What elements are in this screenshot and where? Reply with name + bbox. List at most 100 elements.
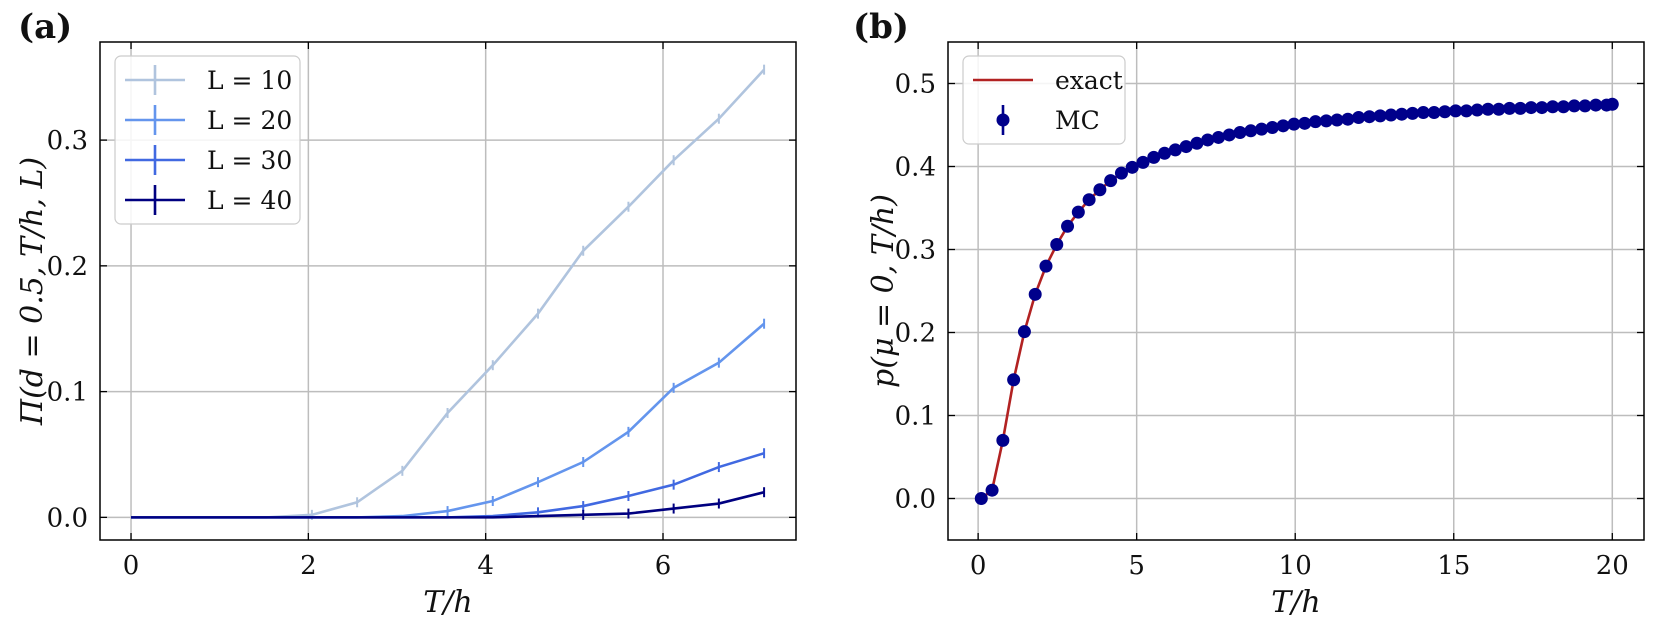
data-point-mc <box>1211 130 1225 144</box>
data-point-mc <box>1093 183 1107 197</box>
data-point-mc <box>1395 107 1409 121</box>
data-point-mc <box>1017 325 1031 339</box>
data-point-mc <box>1244 124 1258 138</box>
data-point-mc <box>1406 106 1420 120</box>
y-axis-label: p(μ = 0, T/h) <box>866 194 901 388</box>
data-point-mc <box>1071 205 1085 219</box>
legend-label: MC <box>1055 106 1100 135</box>
y-axis-label: Π(d = 0.5, T/h, L) <box>15 157 50 426</box>
data-point-mc <box>1449 104 1463 118</box>
data-point-mc <box>1222 128 1236 142</box>
data-point-mc <box>1104 174 1118 188</box>
data-point-mc <box>1136 155 1150 169</box>
legend-label: L = 30 <box>207 146 292 175</box>
data-point-mc <box>1481 102 1495 116</box>
data-point-mc <box>1309 115 1323 129</box>
panel-b: 0 5 10 15 20 0.0 0.1 0.2 0.3 0.4 0.5 T/h p(μ = 0, T/… <box>853 7 1645 620</box>
data-point-mc <box>1201 133 1215 147</box>
data-point-mc <box>1416 106 1430 120</box>
data-point-mc <box>1352 111 1366 125</box>
data-point-mc <box>1384 108 1398 122</box>
y-tick-label: 0.2 <box>47 252 88 282</box>
data-point-mc <box>1503 101 1517 115</box>
data-point-mc <box>1589 98 1603 112</box>
data-point-mc <box>1546 100 1560 114</box>
data-point-mc <box>1061 219 1075 233</box>
series-line-exact <box>980 102 1613 500</box>
x-tick-label: 6 <box>655 551 672 581</box>
data-point-mc <box>1567 99 1581 113</box>
plot-frame <box>99 41 797 541</box>
data-point-mc <box>1287 117 1301 131</box>
data-point-mc <box>1265 120 1279 134</box>
data-point-mc <box>1125 160 1139 174</box>
data-point-mc <box>1082 193 1096 207</box>
legend-label: L = 40 <box>207 186 292 215</box>
x-tick-label: 4 <box>477 551 494 581</box>
y-tick-label: 0.3 <box>895 236 936 266</box>
data-point-mc <box>1459 104 1473 118</box>
x-tick-label: 0 <box>970 551 987 581</box>
data-point-mc <box>1341 112 1355 126</box>
data-point-mc <box>1190 136 1204 150</box>
data-point-mc <box>1319 114 1333 128</box>
data-point-mc <box>1276 119 1290 133</box>
data-point-mc <box>1373 109 1387 123</box>
data-point-mc <box>1179 140 1193 154</box>
series-line-l20 <box>131 322 765 519</box>
data-point-mc <box>1147 150 1161 164</box>
data-point-mc <box>1524 101 1538 115</box>
data-point-mc <box>1050 238 1064 252</box>
legend-marker-handle <box>996 113 1010 127</box>
panel-label: (a) <box>18 7 72 47</box>
legend-box <box>114 55 301 225</box>
y-tick-label: 0.1 <box>47 378 88 408</box>
data-point-mc <box>1362 110 1376 124</box>
data-point-mc <box>1330 113 1344 127</box>
data-point-mc <box>1028 287 1042 301</box>
data-point-mc <box>1233 125 1247 139</box>
y-tick-label: 0.4 <box>895 153 936 183</box>
data-point-mc <box>1492 102 1506 116</box>
y-tick-label: 0.3 <box>47 126 88 156</box>
x-tick-label: 2 <box>300 551 317 581</box>
legend-label: exact <box>1055 66 1123 95</box>
legend-label: L = 10 <box>207 66 292 95</box>
x-tick-label: 10 <box>1279 551 1312 581</box>
data-point-mc <box>1007 373 1021 387</box>
data-point-mc <box>1114 166 1128 180</box>
data-point-mc <box>1298 116 1312 130</box>
y-tick-label: 0.5 <box>895 70 936 100</box>
y-tick-label: 0.0 <box>895 485 936 515</box>
data-point-mc <box>1605 97 1619 111</box>
y-tick-label: 0.1 <box>895 402 936 432</box>
data-point-mc <box>1535 101 1549 115</box>
data-point-mc <box>1513 101 1527 115</box>
y-tick-label: 0.0 <box>47 503 88 533</box>
data-point-mc <box>1578 99 1592 113</box>
data-point-mc <box>1470 103 1484 117</box>
legend-label: L = 20 <box>207 106 292 135</box>
x-tick-label: 0 <box>123 551 140 581</box>
data-point-mc <box>985 483 999 497</box>
x-axis-label: T/h <box>423 585 472 620</box>
data-point-mc <box>1158 146 1172 160</box>
data-point-mc <box>974 492 988 505</box>
panel-a: 0 2 4 6 0.0 0.1 0.2 0.3 T/h Π(d = 0.5, T/h, L) (a)… <box>15 7 797 620</box>
data-point-mc <box>1427 106 1441 120</box>
y-tick-label: 0.2 <box>895 319 936 349</box>
data-point-mc <box>996 433 1010 447</box>
panel-label: (b) <box>853 7 909 47</box>
x-tick-label: 15 <box>1437 551 1470 581</box>
data-point-mc <box>1039 259 1053 273</box>
data-point-mc <box>1556 100 1570 114</box>
x-tick-label: 20 <box>1596 551 1629 581</box>
data-point-mc <box>1438 105 1452 119</box>
data-point-mc <box>1255 122 1269 136</box>
x-axis-label: T/h <box>1271 585 1320 620</box>
plot-frame <box>947 41 1645 541</box>
series-line-l40 <box>131 490 765 519</box>
data-point-mc <box>1168 143 1182 157</box>
x-tick-label: 5 <box>1128 551 1145 581</box>
